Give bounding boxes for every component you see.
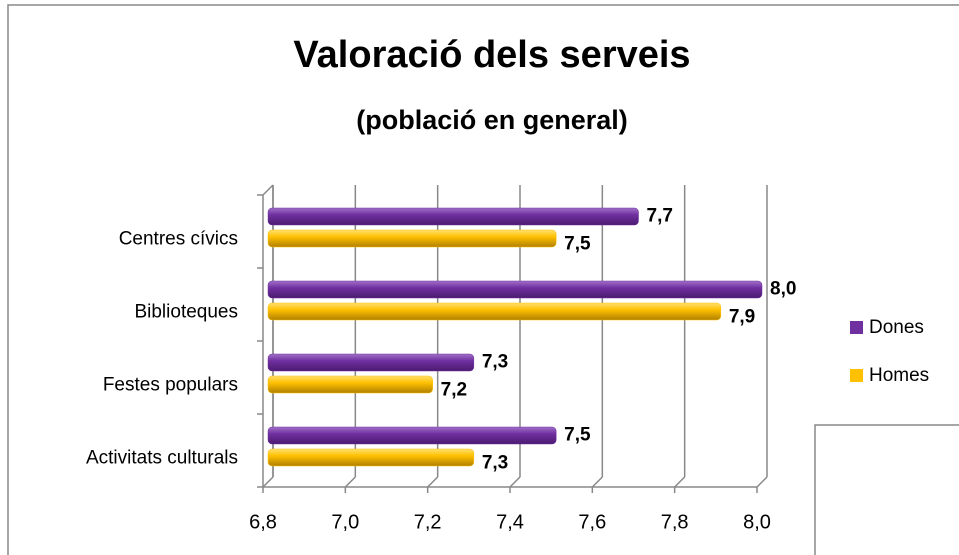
grid-floor <box>344 476 356 488</box>
x-tick-label: 7,0 <box>331 511 359 533</box>
y-tick-label: Biblioteques <box>134 302 238 323</box>
grid-floor <box>509 476 521 488</box>
value-label: 7,9 <box>729 307 755 328</box>
x-tick-label: 7,4 <box>496 511 524 533</box>
value-label: 7,7 <box>647 206 673 227</box>
value-label: 7,3 <box>482 352 508 373</box>
bar <box>267 207 639 226</box>
value-label: 8,0 <box>770 279 796 300</box>
x-tick-label: 7,8 <box>661 511 689 533</box>
grid-floor <box>262 476 274 488</box>
legend-label: Dones <box>869 317 924 338</box>
value-label: 7,5 <box>564 234 591 255</box>
value-label: 7,3 <box>482 453 508 474</box>
x-tick-label: 6,8 <box>249 511 277 533</box>
grid-floor <box>756 476 768 488</box>
chart-frame <box>7 4 959 555</box>
bar <box>267 353 475 372</box>
value-label: 7,5 <box>564 425 591 446</box>
grid-floor <box>427 476 439 488</box>
y-tick-label: Centres cívics <box>119 229 238 250</box>
x-tick-label: 8,0 <box>743 511 771 533</box>
bar <box>267 229 557 248</box>
overlay-box <box>814 424 959 555</box>
bar <box>267 426 557 445</box>
y-axis-top <box>262 184 274 196</box>
x-tick-label: 7,2 <box>414 511 442 533</box>
y-tick-label: Festes populars <box>103 375 238 396</box>
bar <box>267 302 722 321</box>
chart-title: Valoració dels serveis <box>293 34 690 76</box>
legend-swatch <box>850 321 863 334</box>
chart-subtitle: (població en general) <box>356 105 628 135</box>
bar <box>267 448 475 467</box>
bar <box>267 375 433 394</box>
bar <box>267 280 763 299</box>
grid-floor <box>591 476 603 488</box>
grid-floor <box>674 476 686 488</box>
value-label: 7,2 <box>441 380 467 401</box>
x-tick-label: 7,6 <box>578 511 606 533</box>
legend-label: Homes <box>869 365 929 386</box>
legend-swatch <box>850 369 863 382</box>
y-tick-label: Activitats culturals <box>86 448 238 469</box>
